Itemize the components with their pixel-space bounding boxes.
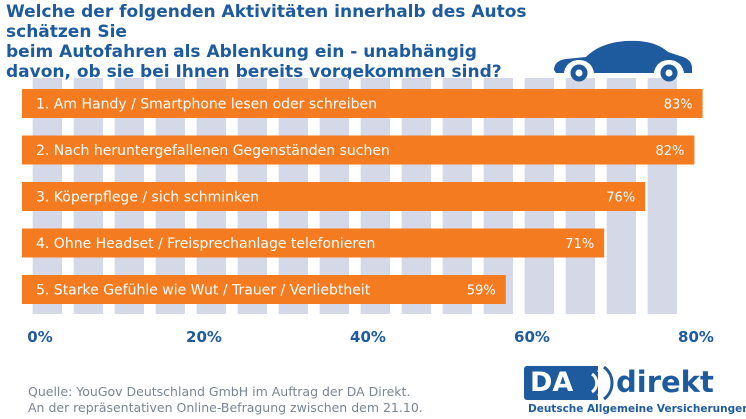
da-direkt-logo: DA direkt Deutsche Allgemeine Versicheru… xyxy=(520,365,746,419)
bar xyxy=(22,275,506,304)
bar xyxy=(22,182,646,211)
bar-category-label: 1. Am Handy / Smartphone lesen oder schr… xyxy=(36,97,377,113)
bar xyxy=(22,135,695,165)
source-line: Quelle: YouGov Deutschland GmbH im Auftr… xyxy=(28,384,411,399)
bar-row: 4. Ohne Headset / Freisprechanlage telef… xyxy=(22,228,605,258)
bar-category-label: 5. Starke Gefühle wie Wut / Trauer / Ver… xyxy=(36,283,371,299)
bar-category-label: 3. Köperpflege / sich schminken xyxy=(36,190,259,206)
bars-group: 1. Am Handy / Smartphone lesen oder schr… xyxy=(22,89,703,304)
question-line: Welche der folgenden Aktivitäten innerha… xyxy=(6,2,527,42)
source-line: An der repräsentativen Online-Befragung … xyxy=(28,400,423,415)
x-tick-label: 0% xyxy=(27,328,52,346)
x-tick-label: 40% xyxy=(350,328,386,346)
bar-category-label: 2. Nach heruntergefallenen Gegenständen … xyxy=(36,143,390,159)
question-line: davon, ob sie bei Ihnen bereits vorgekom… xyxy=(6,62,502,82)
bar-row: 3. Köperpflege / sich schminken 76% xyxy=(22,182,646,211)
signal-arcs-icon xyxy=(578,366,614,400)
bar-row: 1. Am Handy / Smartphone lesen oder schr… xyxy=(22,89,703,118)
question-line: beim Autofahren als Ablenkung ein - unab… xyxy=(6,42,477,62)
bar-row: 5. Starke Gefühle wie Wut / Trauer / Ver… xyxy=(22,275,506,304)
x-tick-label: 60% xyxy=(514,328,550,346)
bar-category-label: 4. Ohne Headset / Freisprechanlage telef… xyxy=(36,236,375,252)
bar-value-label: 71% xyxy=(565,237,594,252)
x-tick-label: 80% xyxy=(678,328,714,346)
bar-value-label: 76% xyxy=(606,191,635,206)
x-axis-ticks: 0% 20% 40% 60% 80% xyxy=(27,328,714,346)
bar-row: 2. Nach heruntergefallenen Gegenständen … xyxy=(22,135,695,165)
bar-value-label: 59% xyxy=(467,284,496,299)
bar-value-label: 82% xyxy=(655,144,684,159)
bar-value-label: 83% xyxy=(664,98,693,113)
source-note: Quelle: YouGov Deutschland GmbH im Auftr… xyxy=(28,384,498,416)
logo-direkt-text: direkt xyxy=(616,365,714,399)
bar xyxy=(22,89,703,118)
car-silhouette-icon xyxy=(554,40,692,82)
bar xyxy=(22,228,605,258)
logo-tagline: Deutsche Allgemeine Versicherungen xyxy=(528,403,746,415)
chart-question: Welche der folgenden Aktivitäten innerha… xyxy=(6,2,546,82)
x-tick-label: 20% xyxy=(186,328,222,346)
